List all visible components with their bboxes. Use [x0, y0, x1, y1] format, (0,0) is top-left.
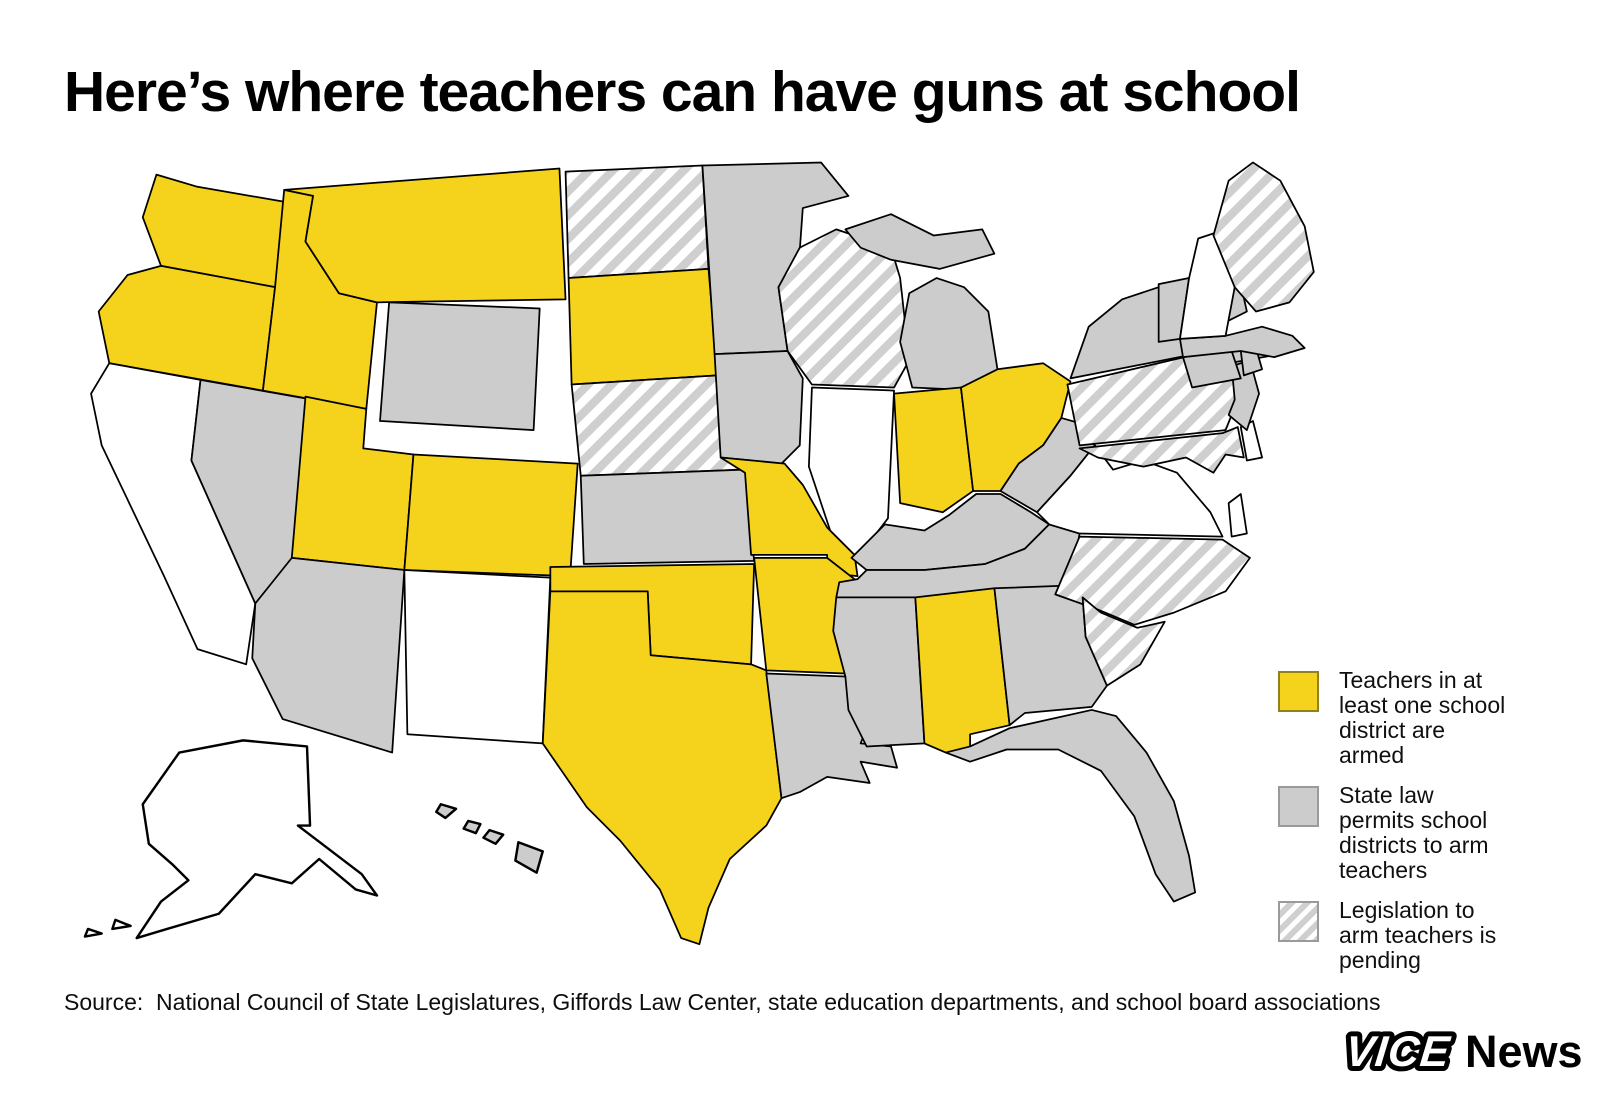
state-colorado	[403, 453, 579, 577]
state-north-dakota	[564, 164, 710, 279]
legend: Teachers in at least one school district…	[1278, 668, 1514, 973]
news-wordmark: News	[1465, 1026, 1583, 1077]
state-south-carolina	[1081, 596, 1166, 687]
legend-item-armed: Teachers in at least one school district…	[1278, 668, 1514, 768]
state-iowa	[713, 350, 804, 465]
state-hawaii	[435, 803, 544, 874]
states-group	[83, 161, 1315, 946]
legend-swatch-armed-icon	[1278, 671, 1319, 712]
legend-label-permits: State law permits school districts to ar…	[1339, 782, 1489, 883]
state-florida	[944, 709, 1197, 903]
state-wyoming	[379, 301, 541, 431]
us-choropleth-map	[83, 161, 1315, 946]
state-massachusetts	[1179, 325, 1306, 358]
state-alaska	[83, 739, 379, 940]
legend-label-pending: Legislation to arm teachers is pending	[1339, 897, 1497, 973]
page-title: Here’s where teachers can have guns at s…	[64, 60, 1301, 124]
state-arizona	[251, 557, 406, 754]
legend-item-pending: Legislation to arm teachers is pending	[1278, 898, 1514, 973]
state-south-dakota	[567, 268, 719, 386]
legend-swatch-permits-icon	[1278, 786, 1319, 827]
svg-text:VICE: VICE	[1343, 1028, 1453, 1076]
vice-news-logo: VICE VICE News	[1338, 1023, 1583, 1081]
legend-label-armed: Teachers in at least one school district…	[1339, 667, 1506, 768]
state-north-carolina	[1054, 535, 1251, 626]
state-montana	[283, 167, 567, 304]
state-maryland	[1078, 426, 1245, 474]
state-maine	[1212, 161, 1315, 313]
svg-text:VICE: VICE	[1343, 1028, 1453, 1076]
legend-item-permits: State law permits school districts to ar…	[1278, 783, 1514, 883]
state-kansas	[579, 468, 755, 565]
state-missouri	[719, 456, 859, 577]
state-virginia	[1036, 444, 1248, 538]
state-alabama	[914, 587, 1011, 757]
legend-swatch-pending-icon	[1278, 901, 1319, 942]
source-note: Source: National Council of State Legisl…	[64, 989, 1381, 1015]
state-texas	[541, 590, 783, 946]
state-new-mexico	[403, 569, 552, 745]
vice-wordmark: VICE VICE	[1338, 1023, 1458, 1081]
state-indiana	[893, 386, 974, 514]
